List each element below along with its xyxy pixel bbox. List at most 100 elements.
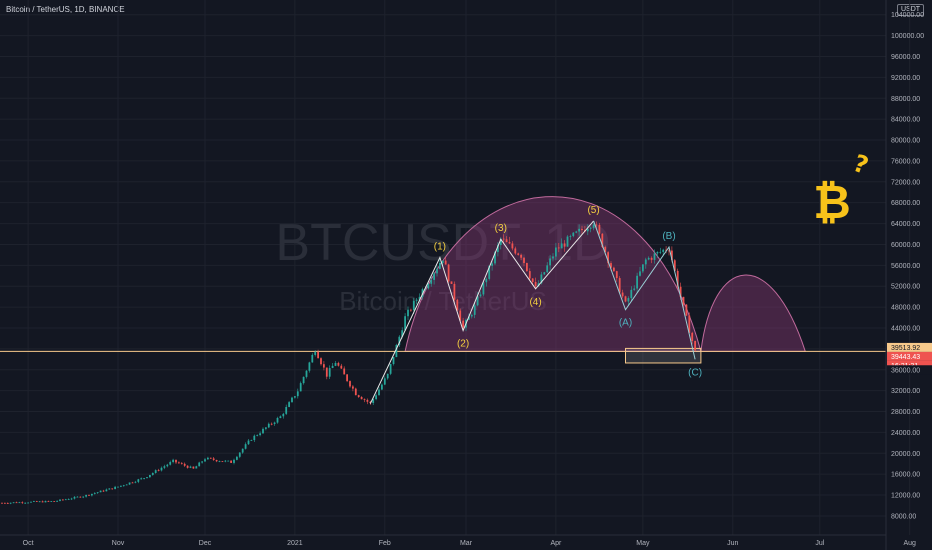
candle-body — [189, 466, 192, 468]
candle-body — [131, 482, 134, 484]
candle-body — [555, 247, 557, 257]
candle-body — [369, 401, 372, 403]
candle-body — [88, 494, 90, 496]
candle-body — [349, 381, 351, 387]
candle-body — [253, 435, 256, 441]
candle-body — [67, 499, 70, 500]
candle-body — [21, 502, 24, 504]
candle-body — [122, 485, 125, 487]
candle-body — [392, 357, 395, 365]
candle-body — [323, 364, 325, 368]
candle-body — [186, 465, 189, 468]
y-tick-label: 52000.00 — [891, 284, 920, 291]
candle-body — [499, 238, 502, 246]
candle-body — [35, 501, 38, 502]
candle-body — [569, 236, 572, 237]
tick-mask — [887, 365, 932, 375]
y-tick-label: 88000.00 — [891, 96, 920, 103]
x-tick-label: Dec — [199, 540, 212, 547]
candle-body — [372, 399, 375, 403]
candle-body — [218, 461, 221, 463]
candle-body — [340, 365, 343, 369]
candle-body — [343, 368, 346, 375]
candle-body — [381, 384, 383, 390]
candle-body — [647, 257, 650, 260]
symbol-title: Bitcoin / TetherUS, 1D, BINANCE — [6, 5, 125, 14]
candle-body — [180, 463, 183, 465]
candle-body — [27, 502, 29, 504]
candle-body — [212, 458, 215, 460]
candle-body — [192, 466, 195, 469]
candle-body — [325, 367, 328, 377]
candle-body — [546, 265, 549, 273]
candle-body — [682, 296, 685, 305]
candle-body — [320, 358, 322, 365]
candle-body — [241, 448, 244, 453]
candle-body — [259, 433, 261, 436]
candle-body — [12, 502, 15, 504]
candle-body — [354, 388, 357, 396]
candle-body — [444, 260, 447, 265]
handle-arc — [700, 274, 806, 352]
y-tick-label: 84000.00 — [891, 117, 920, 124]
candle-body — [294, 396, 296, 398]
wave-label: (3) — [495, 223, 507, 234]
y-tick-label: 24000.00 — [891, 430, 920, 437]
currency-selector[interactable]: USDT — [897, 4, 925, 16]
candle-body — [621, 292, 624, 297]
candle-body — [572, 232, 575, 237]
target-zone — [625, 347, 702, 364]
candle-body — [160, 467, 163, 471]
x-tick-label: 2021 — [287, 540, 303, 547]
candle-body — [552, 256, 554, 259]
candle-body — [557, 247, 560, 249]
candle-body — [221, 461, 224, 463]
candle-body — [543, 272, 546, 275]
candle-body — [183, 463, 186, 466]
candle-body — [441, 260, 444, 263]
candle-body — [679, 286, 682, 297]
candle-body — [633, 288, 636, 290]
candle-body — [334, 362, 337, 366]
candle-body — [665, 249, 667, 251]
candle-body — [514, 248, 517, 254]
candle-body — [430, 279, 433, 284]
x-tick-label: Oct — [23, 540, 34, 547]
candle-body — [691, 332, 694, 341]
candle-body — [357, 395, 360, 397]
candle-body — [172, 459, 174, 463]
y-tick-label: 44000.00 — [891, 325, 920, 332]
candle-body — [517, 253, 520, 255]
cup-arc — [404, 196, 702, 352]
candle-body — [146, 477, 148, 479]
candle-body — [6, 503, 9, 505]
candle-body — [270, 423, 273, 425]
candle-body — [531, 278, 534, 282]
candle-body — [528, 271, 531, 279]
candle-body — [299, 383, 302, 392]
bitcoin-logo-icon: ₿ — [813, 175, 851, 229]
candle-body — [291, 397, 293, 403]
candle-body — [15, 502, 18, 504]
candle-body — [102, 490, 105, 492]
candle-body — [511, 243, 514, 249]
candle-body — [491, 263, 493, 266]
candle-body — [117, 486, 119, 488]
candle-body — [288, 402, 290, 407]
candle-body — [412, 300, 415, 311]
candle-body — [610, 263, 612, 268]
y-tick-label: 32000.00 — [891, 388, 920, 395]
candle-body — [523, 257, 525, 264]
candle-body — [360, 396, 363, 400]
candle-body — [38, 501, 41, 503]
candle-body — [53, 501, 56, 502]
candle-body — [375, 395, 377, 400]
candle-body — [93, 493, 96, 494]
candle-body — [639, 271, 641, 276]
y-tick-label: 76000.00 — [891, 158, 920, 165]
candle-body — [105, 489, 108, 492]
candle-body — [44, 500, 47, 503]
candle-body — [331, 365, 334, 369]
candle-body — [450, 281, 453, 284]
